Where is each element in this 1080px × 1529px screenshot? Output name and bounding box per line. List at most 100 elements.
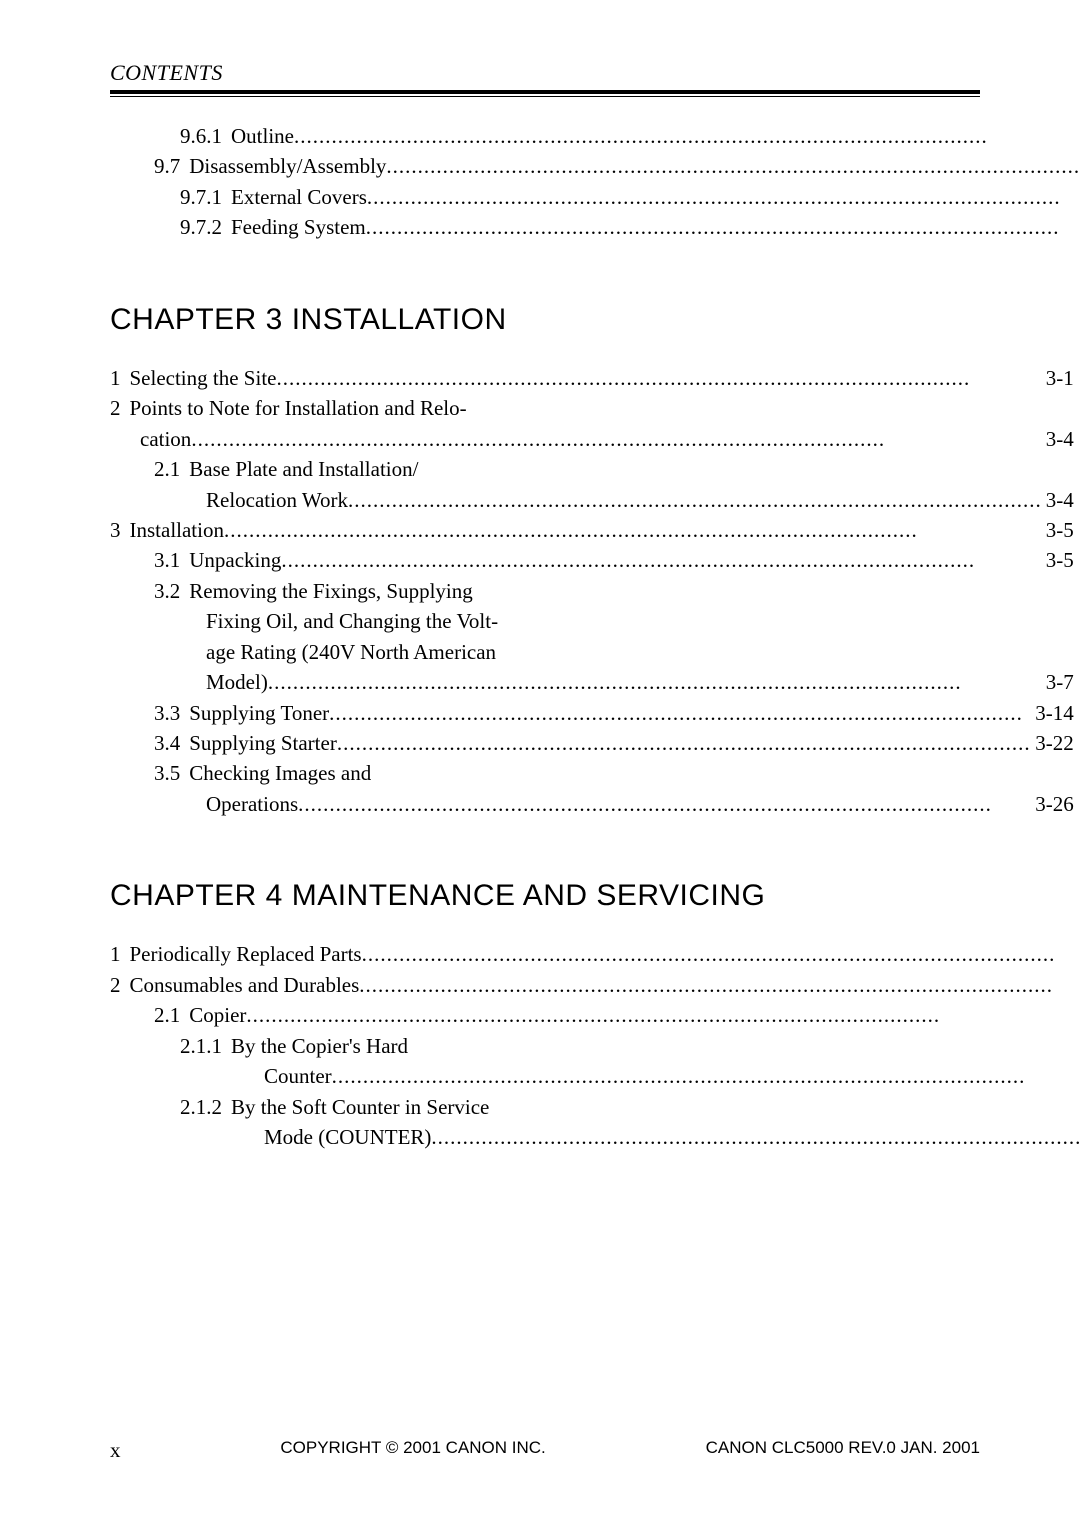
toc-dots [268, 667, 1042, 697]
toc-label: Outline [231, 121, 294, 151]
toc-label: cation [140, 424, 191, 454]
toc-label: Disassembly/Assembly [189, 151, 386, 181]
toc-page: 3-4 [1042, 424, 1074, 454]
toc-label: Model) [206, 667, 268, 697]
toc-entry: Operations 3-26 [110, 789, 1074, 819]
toc-entry: Mode (COUNTER)4-6 [110, 1122, 1080, 1152]
toc-label: Selecting the Site [130, 363, 277, 393]
toc-page: 3-1 [1042, 363, 1074, 393]
toc-page: 3-22 [1031, 728, 1074, 758]
toc-page: 3-7 [1042, 667, 1074, 697]
toc-entry: 1Periodically Replaced Parts4-1 [110, 939, 1080, 969]
chapter3-section: 1Selecting the Site3-12Points to Note fo… [110, 363, 980, 820]
toc-page: 3-5 [1042, 545, 1074, 575]
toc-label: Feeding System [231, 212, 366, 242]
toc-dots [294, 121, 1080, 151]
toc-num: 2.1 [154, 1000, 180, 1030]
toc-num: 3.2 [154, 576, 180, 606]
toc-entry: 3.2Removing the Fixings, Supplying [110, 576, 1074, 606]
toc-entry: 3 Installation 3-5 [110, 515, 1074, 545]
toc-num: 3.1 [154, 545, 180, 575]
top-left-col: 9.6.1Outline2-2279.7Disassembly/Assembly… [110, 121, 1080, 243]
toc-label: Supplying Toner [189, 698, 329, 728]
toc-entry: 2Consumables and Durables4-4 [110, 970, 1080, 1000]
toc-num: 3.5 [154, 758, 180, 788]
toc-num: 3.3 [154, 698, 180, 728]
toc-dots [366, 212, 1080, 242]
chapter4-left-col: 1Periodically Replaced Parts4-12 Consumab… [110, 939, 1080, 1152]
toc-num: 2.1.2 [180, 1092, 222, 1122]
top-section: 9.6.1Outline2-2279.7Disassembly/Assembly… [110, 121, 980, 243]
toc-entry: Fixing Oil, and Changing the Volt- [110, 606, 1074, 636]
toc-dots [386, 151, 1080, 181]
toc-entry: 9.6.1Outline2-227 [110, 121, 1080, 151]
toc-dots [332, 1061, 1080, 1091]
toc-label: By the Soft Counter in Service [231, 1092, 489, 1122]
toc-label: Operations [206, 789, 298, 819]
toc-entry: 3.4 Supplying Starter 3-22 [110, 728, 1074, 758]
toc-entry: 2.1Base Plate and Installation/ [110, 454, 1074, 484]
toc-label: Unpacking [189, 545, 281, 575]
toc-dots [362, 939, 1080, 969]
toc-dots [276, 363, 1041, 393]
footer-doc-id: CANON CLC5000 REV.0 JAN. 2001 [706, 1438, 980, 1463]
toc-entry: 9.7Disassembly/Assembly2-228 [110, 151, 1080, 181]
toc-label: Mode (COUNTER) [264, 1122, 431, 1152]
toc-num: 9.7 [154, 151, 180, 181]
toc-label: Supplying Starter [189, 728, 337, 758]
toc-dots [224, 515, 1042, 545]
toc-dots [191, 424, 1041, 454]
toc-num: 2 [110, 393, 121, 423]
toc-num: 3 [110, 515, 121, 545]
toc-label: Checking Images and [189, 758, 371, 788]
toc-page: 3-26 [1031, 789, 1074, 819]
toc-num: 3.4 [154, 728, 180, 758]
toc-num: 9.7.2 [180, 212, 222, 242]
toc-entry: 2.1.2 By the Soft Counter in Service [110, 1092, 1080, 1122]
toc-dots [367, 182, 1080, 212]
footer-copyright: COPYRIGHT © 2001 CANON INC. [280, 1438, 545, 1463]
toc-label: Periodically Replaced Parts [130, 939, 362, 969]
toc-dots [329, 698, 1031, 728]
toc-entry: 9.7.1External Covers2-229 [110, 182, 1080, 212]
toc-num: 2.1 [154, 454, 180, 484]
toc-num: 2 [110, 970, 121, 1000]
toc-label: Copier [189, 1000, 246, 1030]
toc-entry: cation 3-4 [110, 424, 1074, 454]
toc-label: Relocation Work [206, 485, 348, 515]
toc-dots [246, 1000, 1080, 1030]
toc-entry: Model) 3-7 [110, 667, 1074, 697]
chapter3-left-col: 1 Selecting the Site 3-1 2 Points to Note fo… [110, 363, 1074, 820]
chapter4-title: CHAPTER 4 MAINTENANCE AND SERVICING [110, 879, 980, 913]
toc-page: 3-4 [1042, 485, 1074, 515]
footer-page-number: x [110, 1438, 121, 1463]
toc-dots [281, 545, 1041, 575]
toc-label: Points to Note for Installation and Relo… [130, 393, 467, 423]
toc-label: Consumables and Durables [130, 970, 360, 1000]
toc-label: Installation [130, 515, 224, 545]
toc-entry: 9.7.2Feeding System2-230 [110, 212, 1080, 242]
toc-entry: 3.3 Supplying Toner 3-14 [110, 698, 1074, 728]
toc-entry: 3.1 Unpacking 3-5 [110, 545, 1074, 575]
toc-label: By the Copier's Hard [231, 1031, 408, 1061]
toc-dots [359, 970, 1080, 1000]
toc-label: External Covers [231, 182, 367, 212]
toc-num: 2.1.1 [180, 1031, 222, 1061]
toc-entry: Counter4-4 [110, 1061, 1080, 1091]
toc-dots [298, 789, 1031, 819]
toc-label: Counter [264, 1061, 332, 1091]
header-label: CONTENTS [110, 60, 980, 86]
toc-num: 1 [110, 363, 121, 393]
toc-dots [348, 485, 1042, 515]
toc-entry: 2.1Copier4-4 [110, 1000, 1080, 1030]
toc-dots [431, 1122, 1080, 1152]
toc-page: 3-5 [1042, 515, 1074, 545]
chapter4-section: 1Periodically Replaced Parts4-12Consumab… [110, 939, 980, 1152]
toc-num: 9.6.1 [180, 121, 222, 151]
toc-entry: 2 Points to Note for Installation and Rel… [110, 393, 1074, 423]
toc-entry: 2.1.1 By the Copier's Hard [110, 1031, 1080, 1061]
toc-page: 3-14 [1031, 698, 1074, 728]
toc-entry: Relocation Work 3-4 [110, 485, 1074, 515]
toc-num: 9.7.1 [180, 182, 222, 212]
toc-entry: 1 Selecting the Site 3-1 [110, 363, 1074, 393]
